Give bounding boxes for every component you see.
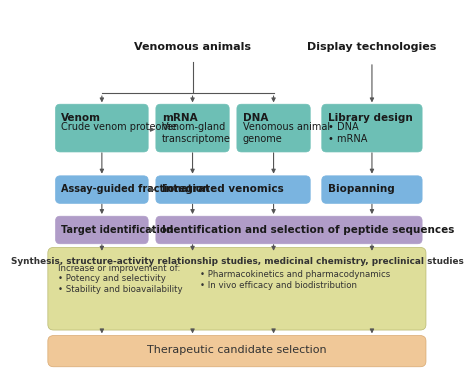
FancyBboxPatch shape xyxy=(237,104,310,152)
FancyBboxPatch shape xyxy=(55,216,148,244)
FancyBboxPatch shape xyxy=(48,248,426,330)
Text: Crude venom proteome: Crude venom proteome xyxy=(61,122,177,132)
Text: Increase or improvement of:
• Potency and selectivity
• Stability and bioavailab: Increase or improvement of: • Potency an… xyxy=(57,264,182,294)
Text: Integrated venomics: Integrated venomics xyxy=(162,184,283,194)
Text: Venomous animals: Venomous animals xyxy=(134,42,251,52)
Text: Therapeutic candidate selection: Therapeutic candidate selection xyxy=(147,345,327,355)
Text: DNA: DNA xyxy=(243,112,268,123)
FancyBboxPatch shape xyxy=(55,176,148,204)
FancyBboxPatch shape xyxy=(322,104,422,152)
FancyBboxPatch shape xyxy=(55,104,148,152)
Text: Venom: Venom xyxy=(61,112,101,123)
Text: Synthesis, structure-activity relationship studies, medicinal chemistry, preclin: Synthesis, structure-activity relationsh… xyxy=(10,257,463,266)
Text: Identification and selection of peptide sequences: Identification and selection of peptide … xyxy=(162,225,454,235)
Text: Venom-gland
transcriptome: Venom-gland transcriptome xyxy=(162,122,230,144)
Text: mRNA: mRNA xyxy=(162,112,197,123)
Text: Display technologies: Display technologies xyxy=(307,42,437,52)
Text: • DNA
• mRNA: • DNA • mRNA xyxy=(328,122,367,144)
FancyBboxPatch shape xyxy=(156,216,422,244)
Text: Assay-guided fractionation: Assay-guided fractionation xyxy=(61,184,210,194)
FancyBboxPatch shape xyxy=(48,336,426,367)
Text: Library design: Library design xyxy=(328,112,412,123)
Text: Target identification: Target identification xyxy=(61,225,174,235)
Text: Biopanning: Biopanning xyxy=(328,184,394,194)
Text: • Pharmacokinetics and pharmacodynamics
• In vivo efficacy and biodistribution: • Pharmacokinetics and pharmacodynamics … xyxy=(200,270,391,290)
Text: Venomous animal
genome: Venomous animal genome xyxy=(243,122,330,144)
FancyBboxPatch shape xyxy=(156,176,310,204)
FancyBboxPatch shape xyxy=(156,104,229,152)
FancyBboxPatch shape xyxy=(322,176,422,204)
